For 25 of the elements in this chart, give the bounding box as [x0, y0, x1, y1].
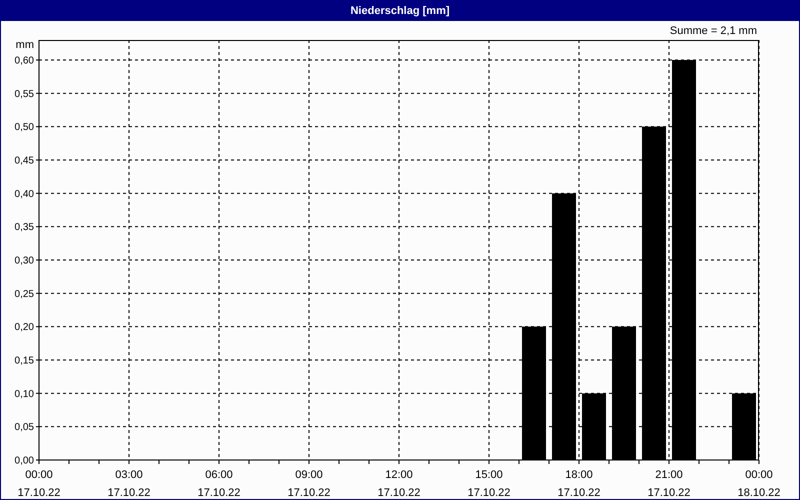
y-tick-label: 0,55 [14, 88, 34, 100]
y-tick-label: 0,10 [14, 388, 34, 400]
y-tick-label: 0,05 [14, 422, 34, 434]
y-tick-label: 0,45 [14, 156, 34, 167]
y-tick-label: 0,35 [14, 222, 34, 234]
text: Summe = 2,1 mm [670, 25, 757, 37]
y-axis-title: mm [14, 39, 34, 51]
x-tick-label: 18:00 17.10.22 [558, 469, 600, 499]
y-tick-label: 0,20 [14, 322, 34, 334]
y-tick-label: 0,50 [14, 122, 34, 134]
x-tick-label: 00:00 17.10.22 [18, 469, 60, 499]
x-tick-label: 06:00 17.10.22 [198, 469, 240, 499]
x-tick-label: 12:00 17.10.22 [378, 469, 420, 499]
chart-title: Niederschlag [mm] [1, 1, 799, 21]
x-tick-label: 21:00 17.10.22 [648, 469, 690, 499]
y-tick-label: 0,30 [14, 256, 34, 267]
x-tick-label: 09:00 17.10.22 [288, 469, 330, 499]
y-tick-label: 0,60 [14, 56, 34, 67]
y-tick-label: 0,25 [14, 288, 34, 300]
y-tick-label: 0,00 [14, 456, 34, 467]
y-tick-label: 0,15 [14, 356, 34, 367]
y-tick-label: 0,40 [14, 188, 34, 200]
x-tick-label: 03:00 17.10.22 [108, 469, 150, 499]
x-tick-label: 15:00 17.10.22 [468, 469, 510, 499]
x-tick-label: 00:00 18.10.22 [738, 469, 780, 499]
